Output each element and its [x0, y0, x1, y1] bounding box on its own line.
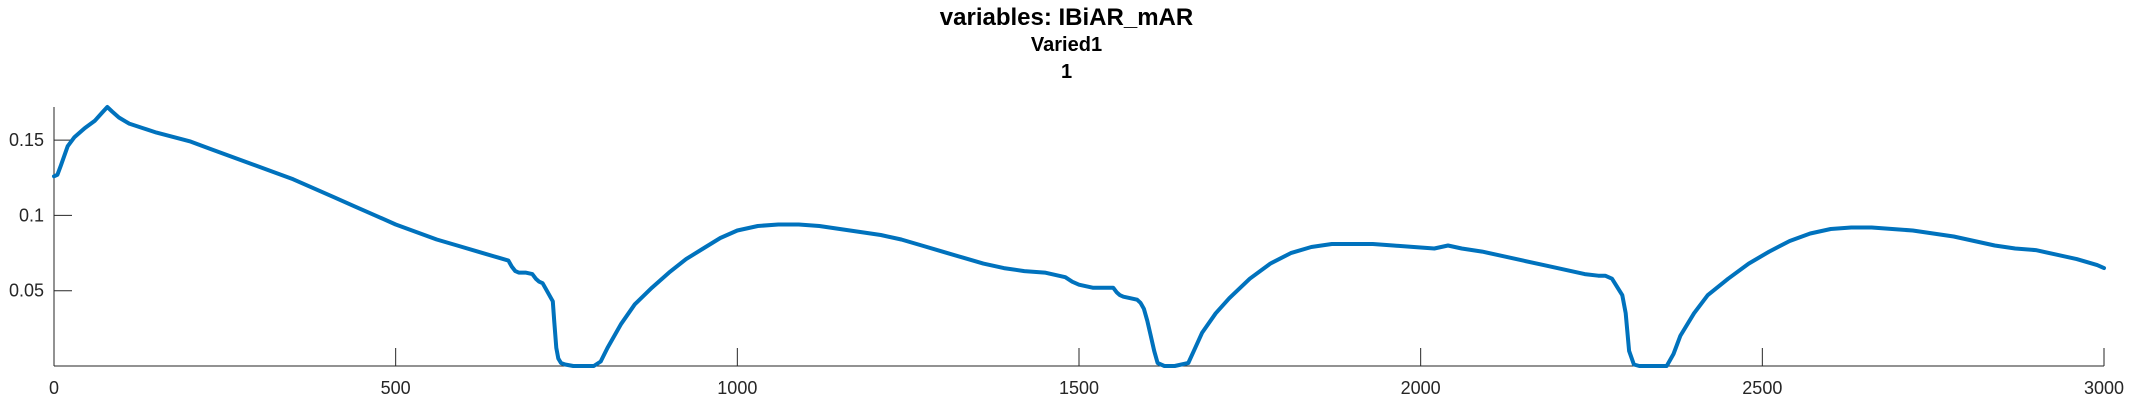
chart-subtitle-1: Varied1	[1030, 34, 1103, 56]
series-line	[52, 105, 2106, 368]
x-tick-label: 1000	[717, 378, 757, 398]
y-tick-label: 0.1	[19, 205, 44, 225]
chart-title: variables: IBiAR_mAR	[939, 4, 1194, 31]
x-tick-label: 500	[381, 378, 411, 398]
x-tick-label: 3000	[2084, 378, 2124, 398]
chart-subtitle-2: 1	[1060, 61, 1073, 83]
y-tick-label: 0.05	[9, 281, 44, 301]
chart-series	[52, 105, 2106, 368]
x-tick-label: 1500	[1059, 378, 1099, 398]
x-tick-label: 0	[49, 378, 59, 398]
chart-ticks: 0 500 1000 1500 2000 2500 3000 0.05 0.1 0.15	[9, 130, 2124, 398]
y-tick-label: 0.15	[9, 130, 44, 150]
x-tick-label: 2500	[1742, 378, 1782, 398]
x-tick-label: 2000	[1401, 378, 1441, 398]
